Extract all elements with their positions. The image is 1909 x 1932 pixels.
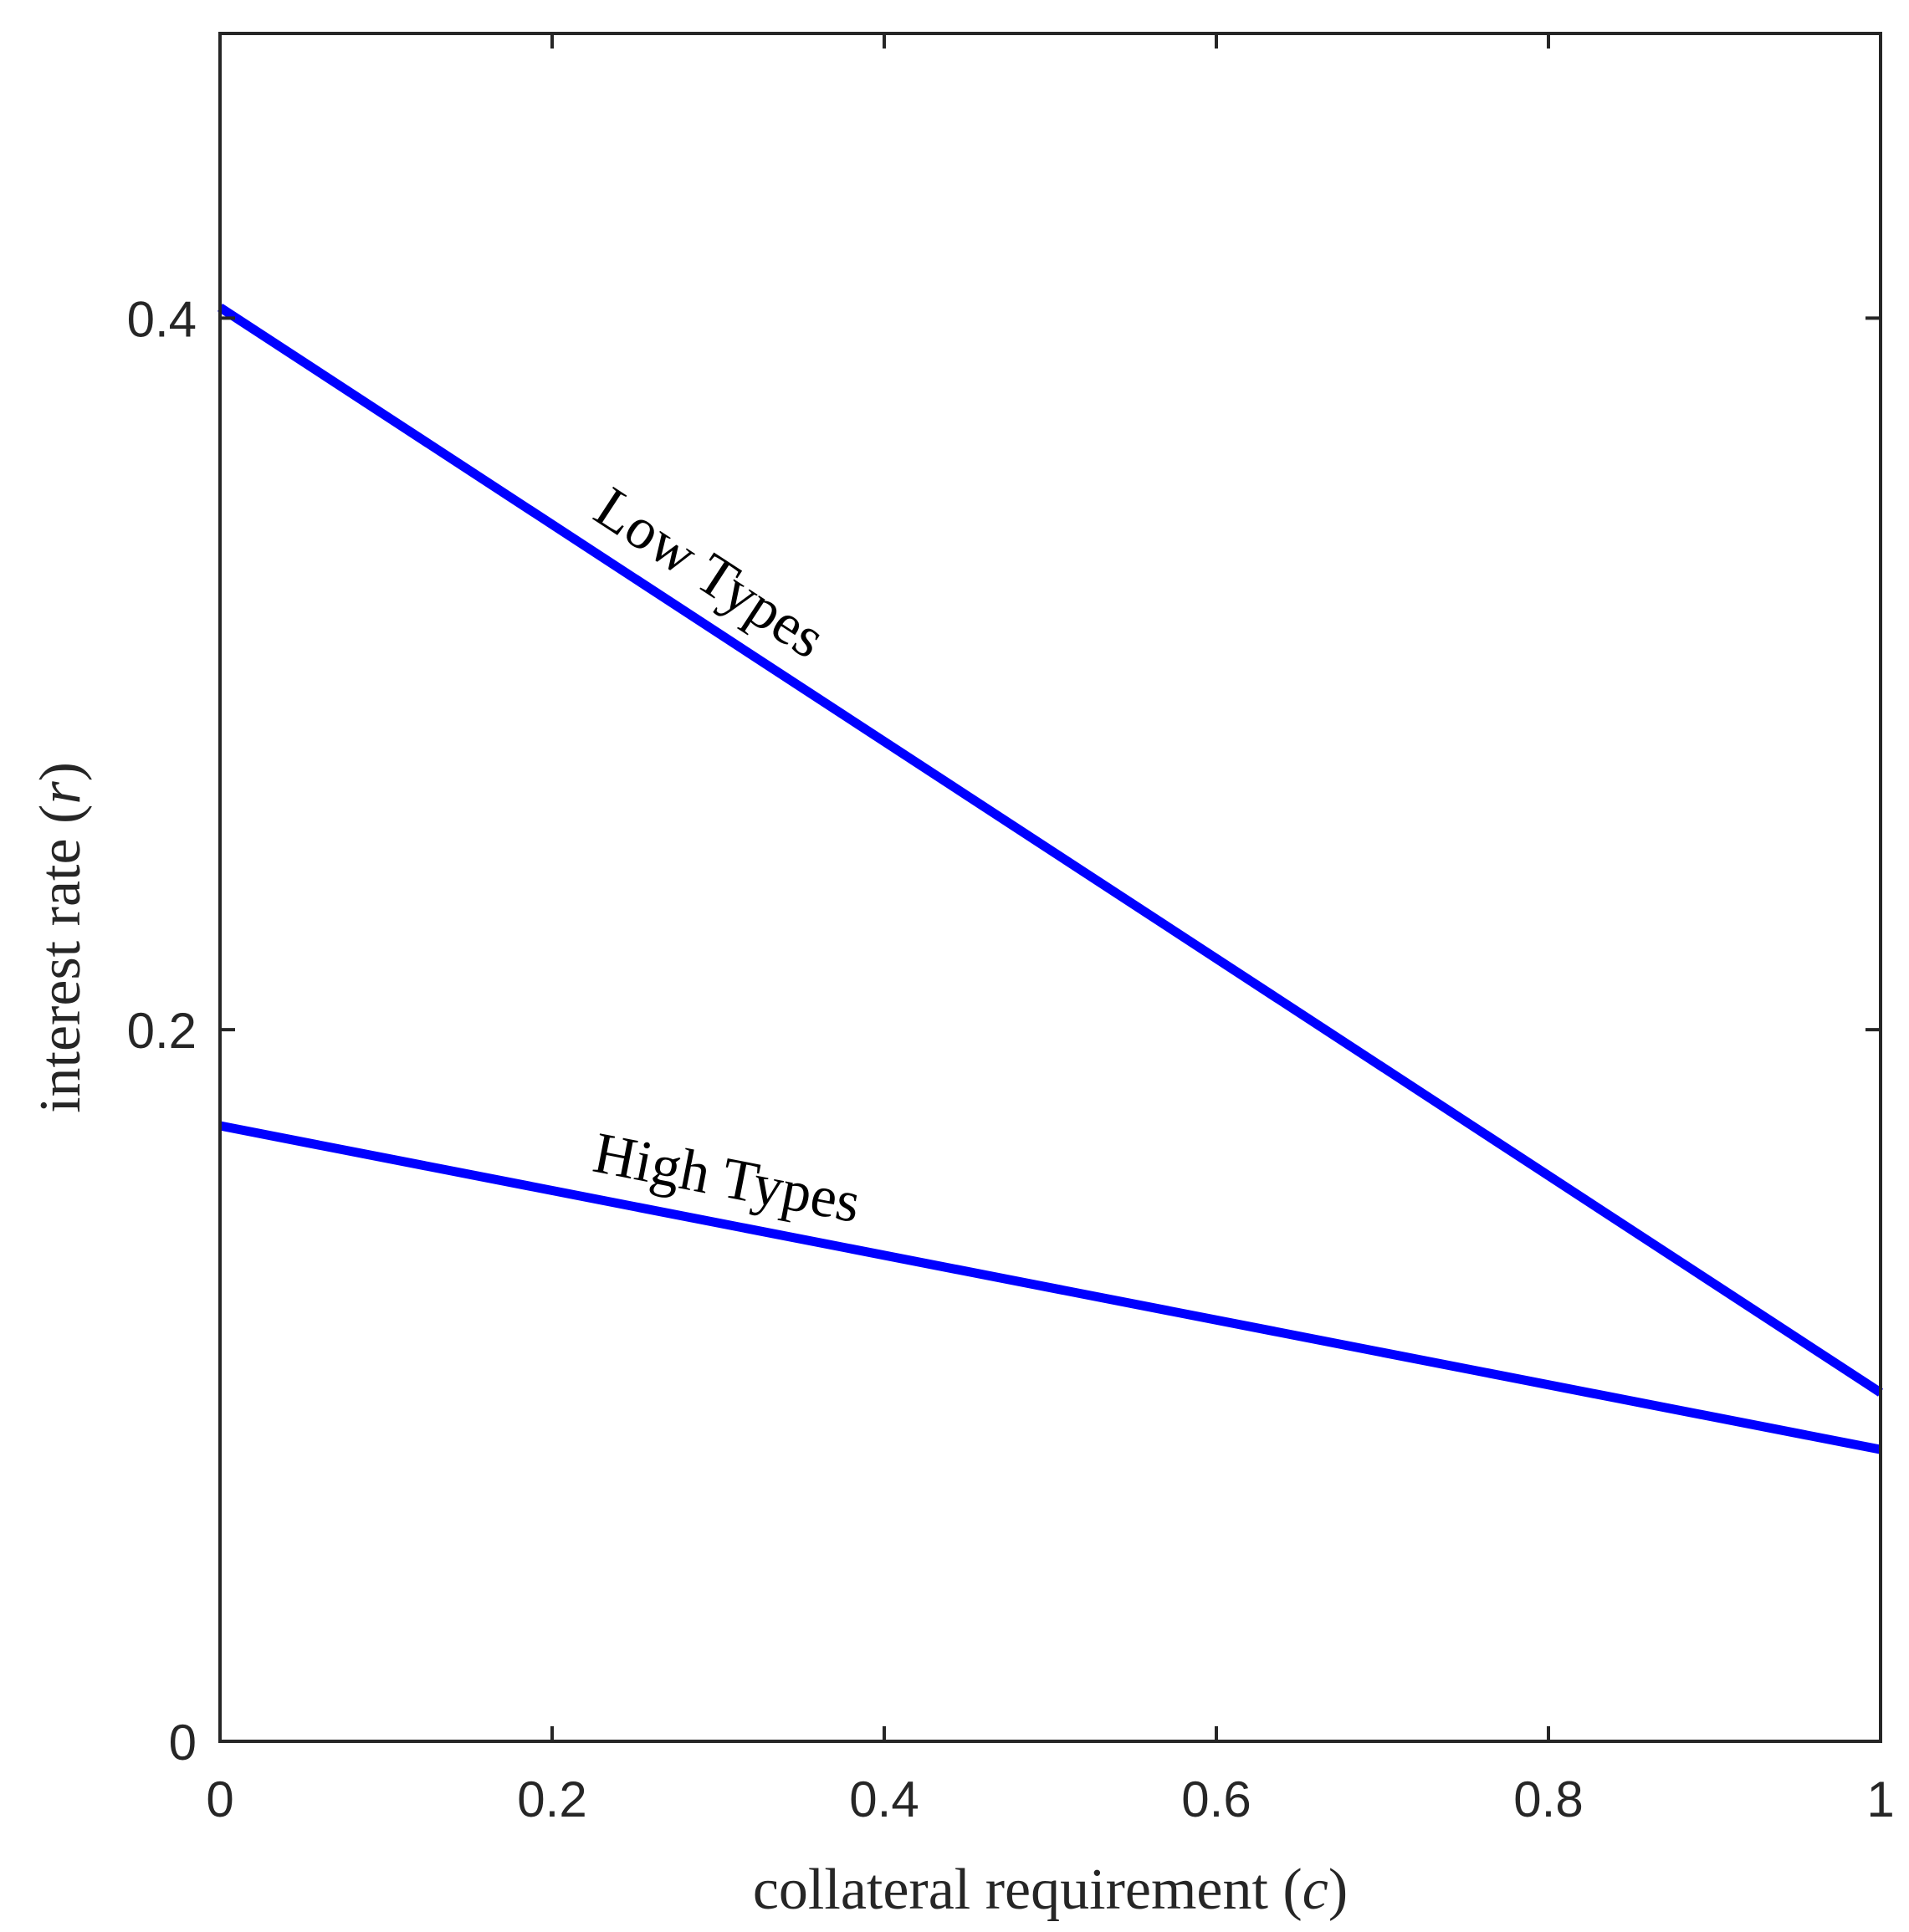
series-layer [217, 303, 1884, 1454]
y-tick-label: 0 [169, 1715, 197, 1771]
y-axis-label: interest rate (r) [28, 762, 93, 1113]
y-axis-label-var: r [28, 781, 93, 805]
series-line-1 [217, 303, 1884, 1397]
y-axis-label-text: interest rate [28, 824, 93, 1113]
x-axis-label-text: collateral requirement [753, 1858, 1283, 1922]
series-line-2 [218, 1121, 1882, 1454]
x-axis-label-close: ) [1328, 1858, 1348, 1922]
x-tick-label: 0 [206, 1771, 233, 1827]
x-tick-label: 0.4 [849, 1771, 919, 1827]
x-tick-label: 0.8 [1513, 1771, 1583, 1827]
axes-box [218, 32, 1882, 1743]
x-axis-label-var: c [1303, 1858, 1328, 1922]
y-axis-label-open: ( [28, 805, 93, 824]
x-tick-label: 1 [1866, 1771, 1894, 1827]
y-tick-label: 0.2 [127, 1003, 197, 1059]
x-tick-label: 0.2 [517, 1771, 586, 1827]
y-axis-label-close: ) [28, 762, 93, 781]
x-axis-label-open: ( [1282, 1858, 1302, 1922]
y-tick-label: 0.4 [127, 291, 197, 347]
x-axis-label: collateral requirement (c) [753, 1858, 1348, 1922]
x-tick-label: 0.6 [1181, 1771, 1251, 1827]
